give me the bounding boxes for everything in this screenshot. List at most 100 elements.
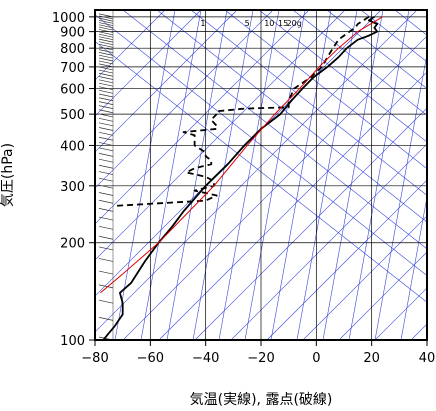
x-axis-title: 気温(実線), 露点(破線) [190,392,333,408]
wind-barb [98,105,114,109]
isotherm-line [95,10,166,81]
wind-barb [98,113,114,118]
wind-barb [98,158,114,163]
mixing-ratio-line [400,195,427,340]
wind-barb [98,317,114,321]
wind-barb [98,17,114,22]
isotherm-line [230,143,427,340]
wind-barb [98,43,114,48]
wind-barb [98,24,114,29]
wind-barb [98,142,114,146]
isotherm-line [122,35,427,340]
isotherm-line [95,10,418,333]
wind-barb [98,171,114,175]
x-tick-label: 0 [312,351,320,366]
y-tick-label: 400 [60,139,85,154]
mixing-ratio-label: 5 [245,19,250,28]
isotherm-line [302,215,427,340]
wind-barb [98,46,114,51]
mixing-ratio-label: 10 [264,19,274,28]
x-tick-label: −40 [192,351,219,366]
mixing-ratio-line [114,10,176,340]
wind-barb [98,72,114,77]
y-tick-label: 500 [60,108,85,123]
x-tick-label: −80 [81,351,108,366]
wind-barb [98,270,114,275]
y-axis-title: 気圧(hPa) [0,143,16,207]
series-layer [100,16,383,340]
wind-barb [98,127,114,131]
wind-barb [98,26,114,31]
wind-barb [98,226,114,230]
wind-barb [98,54,114,59]
wind-barb [98,109,114,114]
isotherm-line [338,251,427,340]
wind-barb [98,184,114,189]
adiabat-line [156,10,427,223]
wind-barb [98,246,114,251]
parcel-line [100,16,383,294]
wind-barb [98,97,114,102]
adiabat-line [95,14,427,276]
wind-barb [98,216,114,221]
mixing-ratio-line [322,10,384,340]
x-tick-label: 20 [363,351,380,366]
temperature-line [102,16,379,340]
mixing-ratio-label: 1 [200,19,205,28]
wind-barb [98,19,114,24]
isotherm-line [266,179,427,340]
wind-barb [98,258,114,262]
wind-barb [98,29,114,33]
adiabat-line [95,41,427,303]
wind-barb [98,69,114,74]
x-tick-label: −60 [137,351,164,366]
y-tick-label: 200 [60,237,85,252]
wind-barb [98,60,114,65]
wind-barb [98,117,114,122]
background-lines [95,10,436,340]
wind-barb [98,76,114,80]
isotherm-line [158,71,427,340]
x-tick-label: 40 [419,351,436,366]
adiabat-line [292,10,427,116]
wind-barb [98,33,114,38]
x-axis: −80 −60 −40 −20 0 20 40 [81,340,435,366]
wind-barb [98,41,114,46]
mixing-ratio-line [244,10,306,340]
mixing-ratio-label: 15 [278,19,288,28]
wind-barb [98,192,114,196]
wind-barb [98,93,114,98]
wind-barb [98,136,114,141]
wind-barb [98,153,114,157]
wind-barb [98,89,114,94]
y-tick-label: 1000 [52,11,85,26]
y-tick-label: 100 [60,334,85,349]
wind-barb [98,66,114,71]
y-tick-label: 700 [60,61,85,76]
y-tick-label: 900 [60,26,85,41]
wind-barb [98,79,114,84]
wind-barb [98,15,114,20]
wind-barbs [98,10,114,340]
y-tick-label: 600 [60,83,85,98]
mixing-ratio-line [218,10,280,340]
wind-barb [98,38,114,43]
wind-barb [98,177,114,182]
wind-barb [98,147,114,152]
mixing-ratio-line [140,10,202,340]
wind-barb [98,284,114,289]
wind-barb [98,235,114,240]
wind-barb [98,131,114,136]
adiabat-line [429,10,436,340]
mixing-ratio-line [166,10,228,340]
y-tick-label: 800 [60,42,85,57]
mixing-ratio-line [296,10,358,340]
wind-barb [98,82,114,87]
wind-barb [98,36,114,40]
isotherm-line [95,10,274,189]
wind-barb [98,122,114,127]
wind-barb [98,13,114,18]
